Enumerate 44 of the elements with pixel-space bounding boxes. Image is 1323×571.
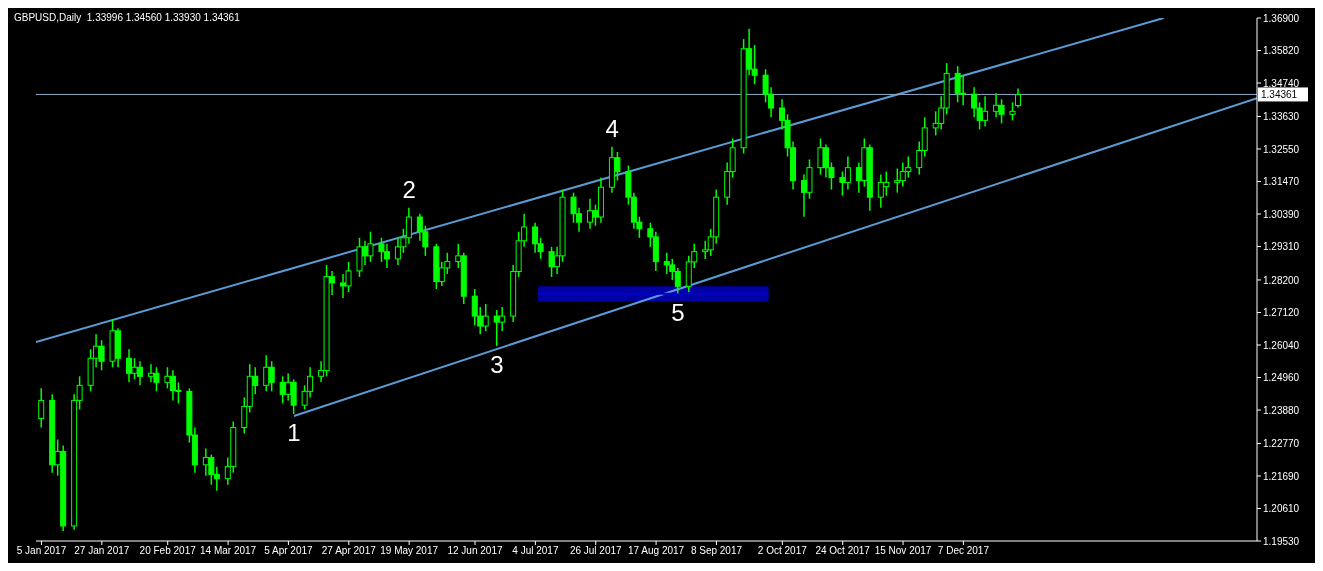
y-tick-label: 1.33630 [1263,111,1300,123]
y-tick-label: 1.22770 [1263,438,1300,449]
candlestick [38,387,45,429]
candlestick [1015,87,1022,109]
y-tick-label: 1.31470 [1263,176,1300,188]
ref-line-label: 1.34361 [1261,89,1298,101]
y-tick-label: 1.29310 [1263,241,1300,253]
x-tick-label: 4 Jul 2017 [512,545,559,557]
annotation: 3 [490,351,504,379]
x-tick-label: 14 Mar 2017 [199,545,257,557]
y-tick-label: 1.20610 [1263,503,1300,515]
y-tick-label: 1.23880 [1263,404,1300,416]
x-tick-label: 19 May 2017 [380,545,439,557]
x-tick-label: 27 Jan 2017 [74,545,130,557]
x-tick-label: 7 Dec 2017 [937,545,990,557]
y-tick-label: 1.36900 [1263,12,1300,24]
x-tick-label: 5 Jan 2017 [16,545,67,557]
x-tick-label: 20 Feb 2017 [139,545,197,557]
x-tick-label: 26 Jul 2017 [569,545,623,557]
y-tick-label: 1.26040 [1263,339,1300,351]
y-tick-label: 1.28200 [1263,274,1300,286]
annotation: 1 [287,418,301,446]
y-tick-label: 1.27120 [1263,307,1300,319]
x-tick-label: 8 Sep 2017 [690,545,743,557]
y-tick-label: 1.35820 [1263,45,1300,57]
x-tick-label: 5 Apr 2017 [264,545,314,557]
annotation: 4 [605,114,619,142]
x-tick-label: 15 Nov 2017 [874,545,932,557]
candlestick [1009,101,1016,122]
annotation: 5 [671,298,685,326]
x-tick-label: 24 Oct 2017 [815,545,871,557]
y-tick-label: 1.19530 [1263,535,1300,547]
x-tick-label: 27 Apr 2017 [321,545,377,557]
annotation: 2 [402,175,416,203]
y-tick-label: 1.21690 [1263,470,1300,482]
y-tick-label: 1.30390 [1263,208,1300,220]
x-tick-label: 12 Jun 2017 [447,545,503,557]
y-tick-label: 1.32550 [1263,143,1300,155]
y-tick-label: 1.34740 [1263,77,1300,89]
x-tick-label: 17 Aug 2017 [628,545,685,557]
candlestick [126,348,133,384]
x-tick-label: 2 Oct 2017 [757,545,808,557]
y-tick-label: 1.24960 [1263,372,1300,384]
chart-title: GBPUSD,Daily 1.33996 1.34560 1.33930 1.34361 [14,12,240,23]
